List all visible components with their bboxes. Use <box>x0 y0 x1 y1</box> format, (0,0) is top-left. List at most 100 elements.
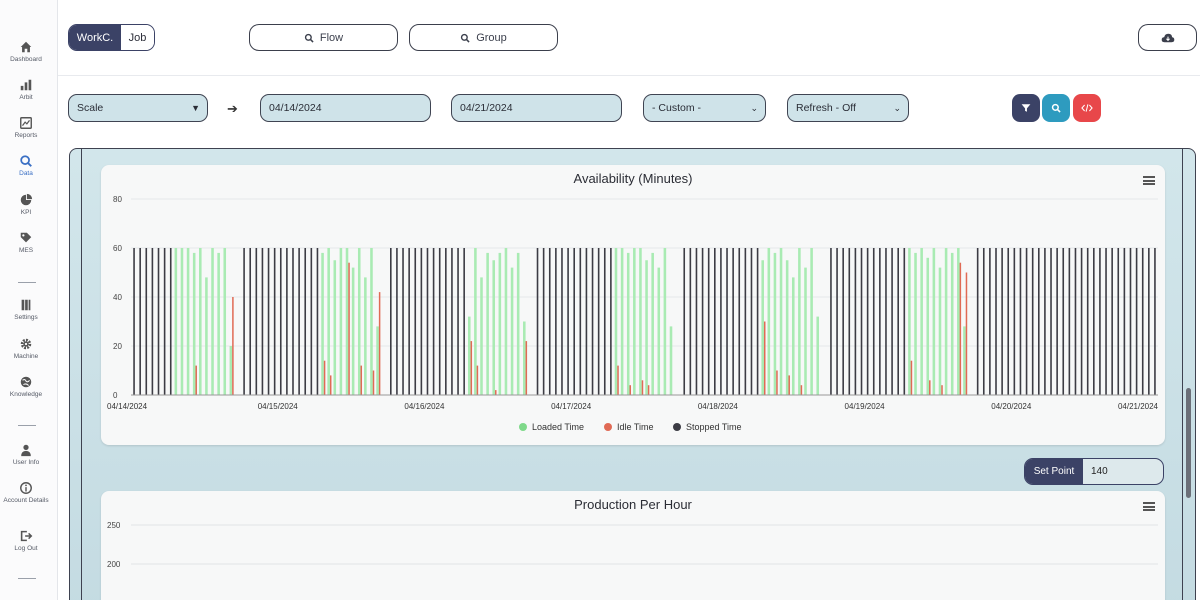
stopped-bar <box>744 248 747 395</box>
idle-bar <box>232 297 234 395</box>
group-button[interactable]: Group <box>409 24 558 51</box>
idle-bar <box>763 321 766 395</box>
stopped-bar <box>885 248 887 395</box>
search-icon <box>461 33 470 43</box>
stopped-bar <box>603 248 606 395</box>
menu-icon[interactable] <box>1143 176 1155 185</box>
stopped-bar <box>707 248 710 395</box>
stopped-bar <box>157 248 160 395</box>
loaded-bar <box>516 252 520 395</box>
stopped-bar <box>396 248 398 395</box>
stopped-bar <box>145 248 148 395</box>
stopped-bar <box>1099 248 1101 395</box>
loaded-bar <box>492 260 496 395</box>
idle-bar <box>323 360 326 395</box>
stopped-bar <box>1086 248 1089 395</box>
loaded-bar <box>779 248 783 395</box>
refresh-select[interactable]: Refresh - Off ⌄ <box>787 94 909 122</box>
stopped-bar <box>591 248 594 395</box>
stopped-bar <box>133 248 135 395</box>
loaded-bar <box>785 260 789 395</box>
toggle-workc[interactable]: WorkC. <box>69 25 121 50</box>
sidebar-item-arbit[interactable]: Arbit <box>0 78 52 102</box>
loaded-bar <box>357 248 361 395</box>
idle-bar <box>647 385 650 395</box>
loaded-bar <box>321 252 324 395</box>
gear-icon <box>20 338 32 350</box>
sidebar-item-account-details[interactable]: Account Details <box>0 481 52 505</box>
stopped-bar <box>438 248 441 395</box>
code-button[interactable] <box>1073 94 1101 122</box>
stopped-bar <box>548 248 551 395</box>
idle-bar <box>360 365 363 395</box>
loaded-bar <box>767 248 771 395</box>
sidebar-item-label: Machine <box>13 353 39 360</box>
scale-select[interactable]: Scale ▼ <box>68 94 208 122</box>
stopped-bar <box>255 248 258 395</box>
stopped-bar <box>579 248 582 395</box>
filter-button[interactable] <box>1012 94 1040 122</box>
stopped-bar <box>163 248 166 395</box>
stopped-bar <box>1025 248 1028 395</box>
stopped-bar <box>585 248 588 395</box>
sidebar-item-settings[interactable]: Settings <box>0 298 52 322</box>
cloud-download-button[interactable] <box>1138 24 1197 51</box>
stopped-bar <box>683 248 686 395</box>
stopped-bar <box>536 248 539 395</box>
legend-idle[interactable]: Idle Time <box>604 422 654 432</box>
stopped-bar <box>1080 248 1083 395</box>
x-tick-label: 04/19/2024 <box>845 402 886 411</box>
stopped-bar <box>610 248 612 395</box>
stopped-bar <box>298 248 300 395</box>
legend-stopped[interactable]: Stopped Time <box>673 422 742 432</box>
stopped-bar <box>169 248 172 395</box>
start-date-input[interactable]: 04/14/2024 <box>260 94 431 122</box>
loaded-bar <box>474 248 477 395</box>
sidebar-item-label: KPI <box>20 209 32 216</box>
sidebar-item-knowledge[interactable]: Knowledge <box>0 375 52 399</box>
scrollbar-thumb[interactable] <box>1186 388 1191 498</box>
stopped-bar <box>267 248 270 395</box>
x-tick-label: 04/16/2024 <box>404 402 445 411</box>
sidebar-item-reports[interactable]: Reports <box>0 116 52 140</box>
stopped-bar <box>304 248 307 395</box>
y-tick-label: 250 <box>107 521 121 530</box>
idle-bar <box>195 365 197 395</box>
idle-bar <box>959 262 962 395</box>
idle-bar <box>348 262 350 395</box>
sidebar-item-user-info[interactable]: User Info <box>0 443 52 467</box>
loaded-bar <box>333 260 337 395</box>
stopped-bar <box>261 248 264 395</box>
loaded-bar <box>174 248 178 395</box>
stopped-bar <box>567 248 569 395</box>
sidebar-item-dashboard[interactable]: Dashboard <box>0 40 52 64</box>
chevron-down-icon: ⌄ <box>750 102 758 113</box>
loaded-bar <box>761 260 764 395</box>
end-date-input[interactable]: 04/21/2024 <box>451 94 622 122</box>
stopped-bar <box>726 248 728 395</box>
sidebar-item-log-out[interactable]: Log Out <box>0 529 52 553</box>
chart-title: Production Per Hour <box>574 497 692 512</box>
range-select[interactable]: - Custom - ⌄ <box>643 94 766 122</box>
loaded-bar <box>229 346 233 395</box>
search-icon <box>20 155 32 167</box>
menu-icon[interactable] <box>1143 502 1155 511</box>
loaded-bar <box>950 252 954 395</box>
idle-bar <box>776 370 778 395</box>
search-button[interactable] <box>1042 94 1070 122</box>
loaded-bar <box>932 248 936 395</box>
toggle-job[interactable]: Job <box>121 25 154 50</box>
stopped-bar <box>1044 248 1046 395</box>
sidebar-item-mes[interactable]: MES <box>0 231 52 255</box>
bar-chart-icon <box>20 79 32 91</box>
set-point-input[interactable]: 140 <box>1091 466 1108 477</box>
stopped-bar <box>1031 248 1034 395</box>
stopped-bar <box>445 248 447 395</box>
loaded-bar <box>498 252 502 395</box>
loaded-bar <box>345 248 349 395</box>
sidebar-item-data[interactable]: Data <box>0 154 52 178</box>
legend-loaded[interactable]: Loaded Time <box>519 422 584 432</box>
sidebar-item-kpi[interactable]: KPI <box>0 193 52 217</box>
flow-button[interactable]: Flow <box>249 24 398 51</box>
sidebar-item-machine[interactable]: Machine <box>0 337 52 361</box>
